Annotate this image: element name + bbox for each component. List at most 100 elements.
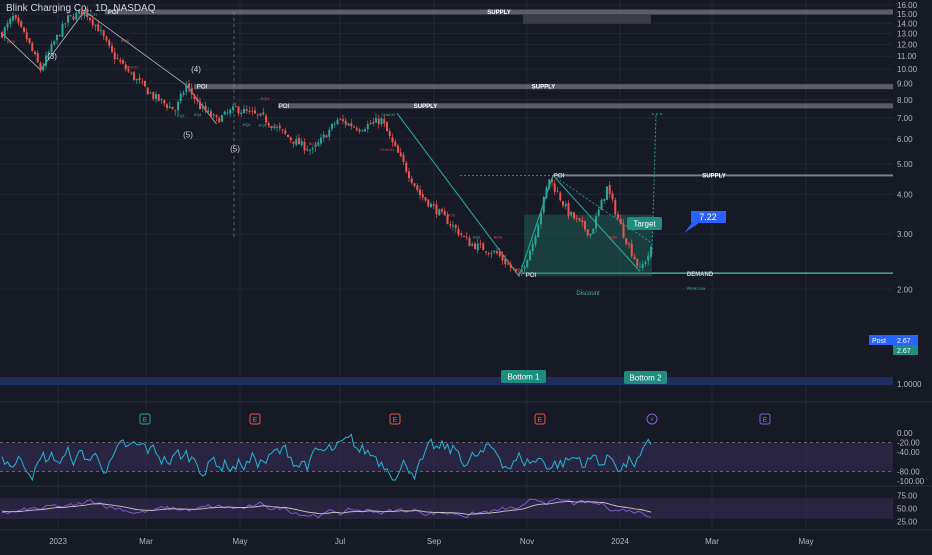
candle-body bbox=[419, 189, 421, 196]
candle-body bbox=[322, 134, 325, 138]
x-tick-label: May bbox=[232, 537, 247, 546]
event-marker bbox=[139, 413, 151, 425]
candle-body bbox=[314, 144, 317, 148]
candle-body bbox=[273, 126, 276, 128]
event-marker-label: E bbox=[763, 417, 768, 424]
candle-body bbox=[595, 216, 597, 229]
candle-body bbox=[221, 115, 223, 122]
smc-label: BOS bbox=[447, 213, 456, 218]
candle-body bbox=[465, 236, 468, 238]
candle-body bbox=[512, 267, 515, 269]
event-marker-label: E bbox=[538, 417, 543, 424]
candle-body bbox=[650, 246, 652, 257]
zone-label: SUPPLY bbox=[532, 85, 555, 91]
event-marker bbox=[534, 413, 546, 425]
smc-label: Weak Low bbox=[687, 285, 706, 290]
time-axis: 2023 Mar May Jul Sep Nov 2024 Mar May bbox=[49, 537, 813, 546]
candle-body bbox=[358, 129, 361, 132]
candle-body bbox=[61, 23, 64, 37]
candle-body bbox=[75, 12, 78, 20]
chart-title: Blink Charging Co., 1D, NASDAQ bbox=[6, 3, 156, 14]
candle-body bbox=[80, 10, 83, 16]
candle-body bbox=[498, 251, 501, 256]
candle-body bbox=[383, 119, 386, 124]
candle-body bbox=[625, 238, 628, 244]
post-value-text: 2.67 bbox=[897, 338, 911, 345]
candle-body bbox=[548, 179, 551, 189]
candle-body bbox=[116, 58, 119, 60]
candle-body bbox=[190, 87, 193, 95]
candle-body bbox=[270, 126, 273, 129]
event-marker bbox=[759, 413, 771, 425]
candle-body bbox=[157, 94, 160, 101]
candle-body bbox=[438, 209, 441, 216]
candle-body bbox=[586, 229, 589, 236]
candle-body bbox=[342, 119, 344, 122]
candle-body bbox=[78, 10, 80, 14]
post-price-tag bbox=[869, 335, 918, 345]
candle-body bbox=[559, 192, 562, 201]
candle-body bbox=[507, 263, 509, 265]
candle-body bbox=[119, 59, 122, 62]
candle-body bbox=[575, 218, 578, 219]
candle-body bbox=[570, 211, 573, 216]
candle-body bbox=[53, 41, 56, 45]
candle-body bbox=[204, 105, 207, 111]
event-marker-label: E bbox=[143, 417, 148, 424]
candle-body bbox=[479, 243, 482, 245]
candle-body bbox=[9, 18, 12, 25]
candle-body bbox=[232, 106, 234, 110]
candle-body bbox=[20, 21, 23, 27]
candle-body bbox=[17, 17, 20, 23]
candle-body bbox=[366, 124, 369, 130]
candle-body bbox=[64, 23, 67, 25]
candle-body bbox=[138, 77, 141, 81]
candle-body bbox=[34, 51, 36, 55]
candle-body bbox=[14, 15, 17, 19]
candle-body bbox=[493, 250, 496, 253]
smc-label: EQL bbox=[259, 122, 268, 127]
bottom1-label-box bbox=[501, 370, 546, 383]
smc-label: Discount bbox=[576, 291, 600, 297]
candle-body bbox=[146, 87, 149, 95]
target-label-box bbox=[627, 217, 662, 230]
candle-body bbox=[256, 114, 259, 116]
candle-body bbox=[578, 218, 581, 221]
candle-body bbox=[468, 237, 471, 247]
candle-body bbox=[42, 65, 45, 71]
candle-body bbox=[45, 55, 47, 66]
candle-body bbox=[537, 224, 540, 238]
candle-body bbox=[399, 152, 402, 157]
candle-body bbox=[108, 40, 111, 46]
candle-body bbox=[303, 141, 306, 151]
candle-body bbox=[408, 171, 410, 178]
candle-body bbox=[597, 209, 600, 216]
candle-body bbox=[86, 8, 89, 18]
y-tick-label: 14.00 bbox=[897, 19, 918, 28]
event-marker bbox=[389, 413, 401, 425]
candle-body bbox=[520, 269, 523, 272]
candle-body bbox=[58, 35, 61, 37]
candle-body bbox=[47, 52, 50, 56]
last-value-text: 2.67 bbox=[897, 348, 911, 355]
candle-body bbox=[553, 183, 556, 192]
candle-body bbox=[210, 111, 212, 117]
smc-label: BOS bbox=[268, 124, 277, 129]
candle-body bbox=[317, 142, 320, 146]
candle-body bbox=[31, 43, 34, 51]
candle-body bbox=[339, 119, 342, 120]
y-tick-label: 6.00 bbox=[897, 135, 913, 144]
smc-label: EQL bbox=[473, 234, 482, 239]
candle-body bbox=[377, 118, 380, 125]
candle-body bbox=[644, 261, 647, 264]
y-tick-label: 3.00 bbox=[897, 230, 913, 239]
candle-body bbox=[391, 137, 394, 143]
candle-body bbox=[622, 223, 625, 238]
zone-label: SUPPLY bbox=[702, 173, 725, 179]
candle-body bbox=[380, 118, 383, 125]
candle-body bbox=[237, 106, 240, 114]
candle-body bbox=[207, 110, 210, 112]
event-marker bbox=[646, 413, 658, 425]
volume-band bbox=[0, 377, 893, 385]
